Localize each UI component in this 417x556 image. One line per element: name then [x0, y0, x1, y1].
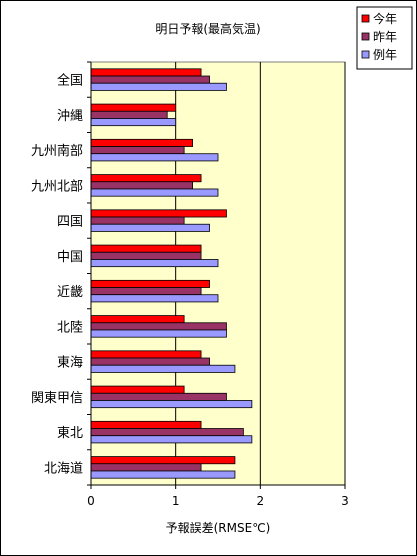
bar-四国-例年 — [90, 223, 210, 232]
category-label-東北: 東北 — [57, 425, 83, 441]
category-label-近畿: 近畿 — [57, 285, 83, 300]
legend-swatch-例年 — [361, 50, 370, 59]
category-label-北海道: 北海道 — [44, 461, 83, 476]
bar-全国-例年 — [90, 82, 227, 91]
bar-東海-例年 — [90, 364, 236, 373]
bar-北海道-昨年 — [90, 463, 202, 472]
bar-東北-昨年 — [90, 428, 244, 437]
category-label-関東甲信: 関東甲信 — [31, 390, 83, 406]
bar-北陸-今年 — [90, 315, 185, 324]
bar-九州南部-例年 — [90, 153, 219, 162]
bar-北海道-例年 — [90, 470, 236, 479]
legend-swatch-昨年 — [361, 32, 370, 41]
bar-四国-今年 — [90, 209, 227, 218]
bar-九州北部-昨年 — [90, 181, 193, 190]
bar-関東甲信-今年 — [90, 385, 185, 394]
legend-swatch-今年 — [361, 14, 370, 23]
axes — [87, 61, 346, 489]
x-tick-label-2: 2 — [257, 494, 265, 508]
bar-全国-今年 — [90, 68, 202, 77]
bar-関東甲信-例年 — [90, 400, 253, 409]
category-label-東海: 東海 — [57, 355, 83, 371]
legend-label-今年: 今年 — [373, 11, 397, 26]
bar-全国-昨年 — [90, 75, 210, 84]
category-label-中国: 中国 — [57, 250, 83, 265]
category-label-北陸: 北陸 — [57, 319, 83, 335]
bar-中国-例年 — [90, 259, 219, 268]
x-tick-label-0: 0 — [87, 494, 95, 508]
category-label-九州北部: 九州北部 — [31, 179, 83, 194]
bar-中国-今年 — [90, 244, 202, 253]
plot-area — [90, 61, 346, 486]
bar-東北-今年 — [90, 420, 202, 429]
bar-関東甲信-昨年 — [90, 392, 227, 401]
bar-北陸-例年 — [90, 329, 227, 338]
bar-四国-昨年 — [90, 216, 185, 225]
bar-沖縄-例年 — [90, 118, 177, 127]
gridlines — [175, 62, 346, 485]
bar-九州南部-今年 — [90, 138, 193, 147]
bar-近畿-今年 — [90, 279, 210, 288]
bar-北海道-今年 — [90, 456, 236, 465]
bar-九州北部-例年 — [90, 188, 219, 197]
x-tick-label-3: 3 — [341, 494, 349, 508]
bar-東海-今年 — [90, 350, 202, 359]
category-label-四国: 四国 — [57, 215, 83, 230]
x-axis-label: 予報誤差(RMSE℃) — [166, 520, 271, 535]
bar-沖縄-今年 — [90, 103, 177, 112]
bar-北陸-昨年 — [90, 322, 227, 331]
x-tick-labels: 0 1 2 3 — [87, 494, 349, 508]
category-label-沖縄: 沖縄 — [57, 109, 83, 124]
bar-近畿-例年 — [90, 294, 219, 303]
bar-東北-例年 — [90, 435, 253, 444]
bar-九州北部-今年 — [90, 174, 202, 183]
category-label-全国: 全国 — [57, 73, 83, 89]
legend-label-昨年: 昨年 — [373, 30, 397, 44]
chart-title: 明日予報(最高気温) — [155, 21, 260, 36]
bar-九州南部-昨年 — [90, 146, 185, 155]
bars — [90, 68, 253, 479]
legend-label-例年: 例年 — [373, 48, 397, 62]
x-tick-label-1: 1 — [172, 494, 180, 508]
bar-沖縄-昨年 — [90, 110, 168, 119]
bar-東海-昨年 — [90, 357, 210, 366]
category-label-九州南部: 九州南部 — [31, 143, 83, 159]
bar-中国-昨年 — [90, 251, 202, 260]
bar-近畿-昨年 — [90, 287, 202, 296]
